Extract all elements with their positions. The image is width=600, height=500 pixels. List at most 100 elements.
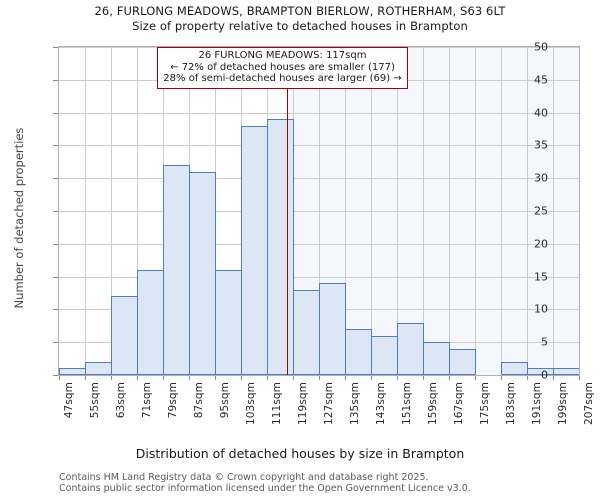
page-title: 26, FURLONG MEADOWS, BRAMPTON BIERLOW, R… [0, 4, 600, 34]
x-axis-tick-mark [189, 376, 190, 380]
x-axis-tick-label: 191sqm [531, 382, 543, 426]
histogram-bar [189, 171, 216, 375]
y-axis-tick-mark [53, 47, 58, 48]
attribution-footer: Contains HM Land Registry data © Crown c… [59, 472, 579, 494]
gridline-vertical [475, 47, 476, 375]
histogram-bar [59, 368, 86, 375]
y-axis-tick-label: 40 [534, 106, 548, 120]
histogram-bar [267, 119, 294, 375]
x-axis-tick-mark [85, 376, 86, 380]
x-axis-tick-label: 111sqm [271, 382, 283, 426]
x-axis-tick-label: 79sqm [167, 382, 179, 419]
y-axis-tick-mark [53, 145, 58, 147]
x-axis-tick-label: 127sqm [323, 382, 335, 426]
y-axis-tick-mark [53, 309, 58, 311]
histogram-bar [319, 283, 346, 375]
histogram-bar [449, 348, 476, 375]
x-axis-tick-label: 87sqm [193, 382, 205, 419]
x-axis-tick-label: 119sqm [297, 382, 309, 426]
x-axis-tick-label: 63sqm [115, 382, 127, 419]
x-axis-tick-mark [293, 376, 294, 380]
x-axis-tick-mark [59, 376, 60, 380]
x-axis-tick-mark [371, 376, 372, 380]
y-axis-tick-label: 10 [534, 302, 548, 316]
histogram-bar [137, 270, 164, 375]
histogram-bar [215, 270, 242, 375]
gridline-vertical [371, 47, 372, 375]
histogram-bar [85, 361, 112, 375]
gridline-vertical [397, 47, 398, 375]
footer-line-1: Contains HM Land Registry data © Crown c… [59, 472, 429, 483]
y-axis-tick-label: 25 [534, 204, 548, 218]
histogram-bar [501, 361, 528, 375]
x-axis-tick-label: 71sqm [141, 382, 153, 419]
x-axis-label: Distribution of detached houses by size … [135, 446, 465, 461]
x-axis-tick-mark [215, 376, 216, 380]
y-axis-tick-mark [53, 342, 58, 344]
x-axis-tick-mark [241, 376, 242, 380]
y-axis-tick-label: 35 [534, 138, 548, 152]
x-axis-tick-label: 175sqm [479, 382, 491, 426]
histogram-bar [111, 296, 138, 375]
y-axis-tick-label: 45 [534, 73, 548, 87]
x-axis-tick-label: 143sqm [375, 382, 387, 426]
x-axis-tick-mark [397, 376, 398, 380]
gridline-vertical [501, 47, 502, 375]
x-axis-tick-mark [163, 376, 164, 380]
y-axis-tick-label: 5 [541, 335, 548, 349]
gridline-vertical [345, 47, 346, 375]
y-axis-tick-label: 30 [534, 171, 548, 185]
chart-title-sub: Size of property relative to detached ho… [132, 19, 468, 33]
x-axis-tick-label: 151sqm [401, 382, 413, 426]
x-axis-tick-label: 95sqm [219, 382, 231, 419]
annotation-line-2: ← 72% of detached houses are smaller (17… [170, 61, 395, 73]
histogram-bar [345, 329, 372, 375]
x-axis-tick-mark [137, 376, 138, 380]
x-axis-tick-label: 167sqm [453, 382, 465, 426]
gridline-vertical [111, 47, 112, 375]
y-axis-tick-mark [53, 79, 58, 81]
y-axis-tick-mark [53, 375, 58, 376]
x-axis-tick-mark [319, 376, 320, 380]
gridline-vertical [137, 47, 138, 375]
histogram-bar [241, 125, 268, 375]
gridline-vertical [319, 47, 320, 375]
x-axis-tick-mark [111, 376, 112, 380]
gridline-vertical [579, 47, 580, 375]
x-axis-tick-mark [553, 376, 554, 380]
y-axis-label: Number of detached properties [12, 127, 26, 309]
histogram-bar [423, 342, 450, 375]
x-axis-tick-label: 207sqm [583, 382, 595, 426]
x-axis-tick-label: 183sqm [505, 382, 517, 426]
y-axis-tick-mark [53, 178, 58, 180]
histogram-bar [553, 368, 579, 375]
y-axis-tick-mark [53, 243, 58, 245]
x-axis-tick-mark [267, 376, 268, 380]
x-axis-tick-mark [345, 376, 346, 380]
y-axis-tick-mark [53, 276, 58, 278]
y-axis-tick-label: 15 [534, 270, 548, 284]
chart-title-main: 26, FURLONG MEADOWS, BRAMPTON BIERLOW, R… [94, 4, 506, 18]
gridline-vertical [423, 47, 424, 375]
y-axis-tick-label: 20 [534, 237, 548, 251]
x-axis-tick-mark [501, 376, 502, 380]
x-axis-tick-label: 135sqm [349, 382, 361, 426]
property-size-marker-line [286, 47, 288, 375]
gridline-vertical [527, 47, 528, 375]
chart-plot-area [58, 46, 580, 376]
annotation-line-3: 28% of semi-detached houses are larger (… [163, 73, 402, 85]
x-axis-tick-mark [423, 376, 424, 380]
annotation-callout: 26 FURLONG MEADOWS: 117sqm ← 72% of deta… [157, 47, 408, 89]
x-axis-tick-label: 103sqm [245, 382, 257, 426]
footer-line-2: Contains public sector information licen… [59, 483, 471, 494]
x-axis-tick-mark [449, 376, 450, 380]
gridline-vertical [85, 47, 86, 375]
x-axis-tick-mark [527, 376, 528, 380]
y-axis-tick-label: 50 [534, 40, 548, 54]
x-axis-tick-mark [579, 376, 580, 380]
histogram-bar [397, 322, 424, 375]
x-axis-tick-mark [475, 376, 476, 380]
histogram-bar [293, 289, 320, 375]
x-axis-tick-label: 159sqm [427, 382, 439, 426]
gridline-vertical [449, 47, 450, 375]
